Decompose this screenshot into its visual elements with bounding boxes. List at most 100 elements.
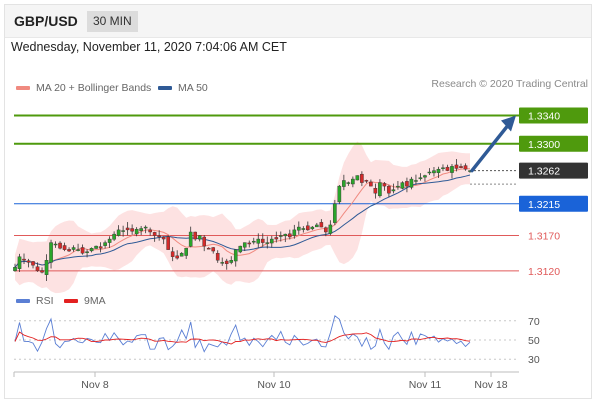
level-tag-1.3215 — [519, 195, 588, 212]
level-label-1.3120: 1.3120 — [528, 266, 560, 278]
candle-body — [188, 231, 193, 247]
candle-body — [94, 245, 98, 249]
candle-body — [161, 236, 166, 240]
x-tick-label: Nov 8 — [81, 379, 109, 391]
candle-body — [445, 166, 450, 171]
candle-body — [414, 180, 418, 182]
candle-body — [58, 242, 62, 249]
candle-body — [103, 242, 107, 246]
candle-body — [454, 164, 459, 169]
candle-body — [351, 178, 355, 185]
candle-body — [143, 226, 148, 229]
candle-body — [427, 171, 432, 174]
projection-arrow-shaft — [470, 124, 509, 173]
candle-body — [49, 242, 53, 263]
candle-body — [148, 229, 152, 233]
candle-body — [17, 256, 22, 269]
candle-body — [152, 232, 157, 236]
candle-body — [211, 247, 216, 252]
candle-body — [423, 175, 427, 178]
candle-body — [107, 238, 112, 243]
candle-body — [463, 165, 468, 170]
level-label-1.3340: 1.3340 — [528, 111, 560, 123]
candle-body — [396, 185, 400, 188]
candle-body — [220, 262, 225, 264]
rsi-line — [14, 315, 471, 353]
candle-body — [319, 222, 324, 228]
candle-body — [130, 228, 134, 232]
candle-body — [400, 182, 405, 189]
candle-body — [441, 167, 445, 169]
candle-body — [179, 252, 184, 257]
timeframe-button[interactable]: 30 MIN — [87, 11, 138, 32]
x-axis: Nov 8 Nov 10 Nov 11 Nov 18 — [13, 371, 519, 391]
candle-body — [238, 245, 243, 253]
candle-body — [364, 180, 369, 182]
candle-body — [229, 260, 234, 263]
candle-body — [251, 240, 256, 243]
rsi-panel: 70 50 30 — [14, 315, 540, 366]
candle-body — [269, 238, 274, 244]
legend-ma50: MA 50 — [158, 82, 208, 94]
legend-swatch-rsi — [16, 299, 30, 303]
candle-body — [71, 247, 76, 250]
candle-body — [265, 242, 270, 244]
candle-body — [134, 228, 139, 235]
level-tag-1.3300 — [519, 135, 588, 152]
candle-body — [89, 248, 94, 252]
candle-body — [378, 182, 382, 197]
candle-body — [76, 249, 80, 251]
candle-body — [121, 230, 125, 232]
level-tag-1.3262 — [519, 162, 588, 179]
legend-label-9ma: 9MA — [84, 295, 106, 307]
candle-body — [274, 237, 279, 240]
candle-body — [170, 251, 175, 257]
legend-swatch-9ma — [64, 299, 78, 303]
candle-body — [387, 185, 391, 194]
x-tick-label: Nov 10 — [257, 379, 290, 391]
candle-body — [278, 235, 283, 237]
candle-body — [31, 261, 35, 266]
candle-body — [360, 173, 364, 183]
rsi-9ma-line — [14, 331, 471, 345]
candle-body — [301, 228, 306, 230]
x-tick-label: Nov 11 — [409, 379, 442, 391]
candle-body — [53, 243, 58, 246]
legend-label-rsi: RSI — [36, 295, 54, 307]
candle-body — [373, 188, 378, 194]
candle-body — [432, 170, 436, 174]
candle-body — [22, 258, 26, 261]
candle-body — [215, 253, 220, 261]
candle-body — [297, 226, 301, 231]
candle-body — [112, 233, 116, 240]
rsi-tick-50: 50 — [528, 335, 540, 347]
candle-body — [306, 225, 310, 231]
chart-datetime: Wednesday, November 11, 2020 7:04:06 AM … — [11, 40, 287, 54]
candle-body — [324, 227, 328, 233]
projection-arrow-layer — [470, 115, 516, 173]
candle-body — [382, 183, 387, 187]
ma50-line — [14, 174, 471, 268]
legend-swatch-ma20 — [16, 86, 30, 90]
candle-body — [283, 233, 288, 237]
research-credit: Research © 2020 Trading Central — [431, 78, 588, 90]
candle-body — [247, 242, 252, 245]
candle-body — [35, 266, 40, 272]
candles — [13, 159, 472, 281]
level-tag-1.3340 — [519, 107, 588, 124]
candle-body — [40, 270, 44, 273]
candle-body — [62, 245, 67, 250]
candle-body — [292, 229, 297, 236]
legend-9ma: 9MA — [64, 295, 106, 307]
legend-label-ma20: MA 20 + Bollinger Bands — [36, 82, 152, 94]
candle-body — [418, 177, 423, 180]
legend-label-ma50: MA 50 — [178, 82, 208, 94]
x-tick-label: Nov 18 — [474, 379, 507, 391]
candle-body — [355, 175, 360, 181]
candle-body — [157, 235, 161, 238]
legend-swatch-ma50 — [158, 86, 172, 90]
projection-arrow-head — [501, 115, 516, 132]
candle-body — [342, 180, 346, 187]
candle-body — [436, 168, 441, 173]
